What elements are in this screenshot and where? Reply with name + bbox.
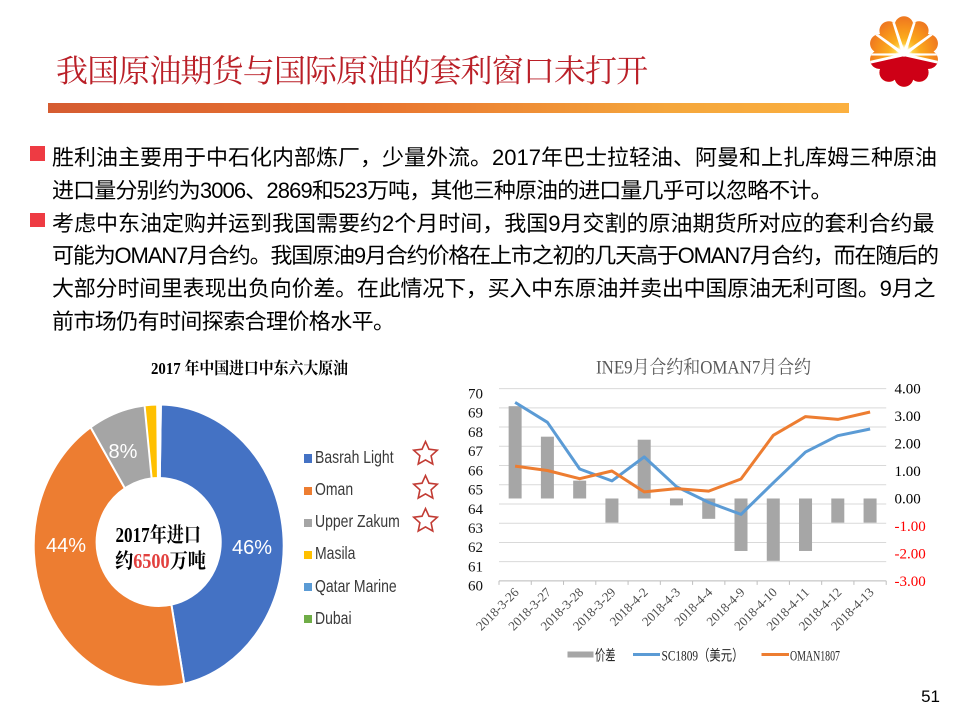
- svg-text:2.00: 2.00: [895, 437, 921, 453]
- svg-text:44%: 44%: [46, 535, 86, 557]
- svg-text:66: 66: [468, 463, 484, 479]
- svg-text:价差: 价差: [595, 648, 616, 665]
- svg-text:-2.00: -2.00: [895, 546, 926, 562]
- svg-text:8%: 8%: [109, 441, 138, 463]
- svg-text:60: 60: [468, 579, 483, 595]
- svg-text:4.00: 4.00: [895, 382, 921, 398]
- svg-text:62: 62: [468, 540, 483, 556]
- svg-text:65: 65: [468, 483, 483, 499]
- svg-text:69: 69: [468, 406, 483, 422]
- svg-text:0.00: 0.00: [895, 492, 921, 508]
- svg-text:1.00: 1.00: [895, 464, 921, 480]
- svg-text:70: 70: [468, 386, 483, 402]
- svg-text:INE9月合约和OMAN7月合约: INE9月合约和OMAN7月合约: [596, 357, 811, 379]
- svg-text:2017年进口: 2017年进口: [116, 523, 202, 547]
- svg-text:2017 年中国进口中东六大原油: 2017 年中国进口中东六大原油: [151, 359, 348, 378]
- svg-text:SC1809（美元）: SC1809（美元）: [662, 648, 744, 665]
- svg-text:61: 61: [468, 560, 483, 576]
- svg-text:约6500万吨: 约6500万吨: [115, 549, 206, 573]
- svg-text:3.00: 3.00: [895, 409, 921, 425]
- svg-text:-3.00: -3.00: [895, 574, 926, 590]
- svg-text:63: 63: [468, 521, 483, 537]
- svg-text:-1.00: -1.00: [895, 519, 926, 535]
- svg-text:46%: 46%: [232, 537, 272, 559]
- svg-text:68: 68: [468, 425, 483, 441]
- svg-text:OMAN1807: OMAN1807: [790, 649, 840, 665]
- svg-text:64: 64: [468, 502, 484, 518]
- svg-text:67: 67: [468, 444, 484, 460]
